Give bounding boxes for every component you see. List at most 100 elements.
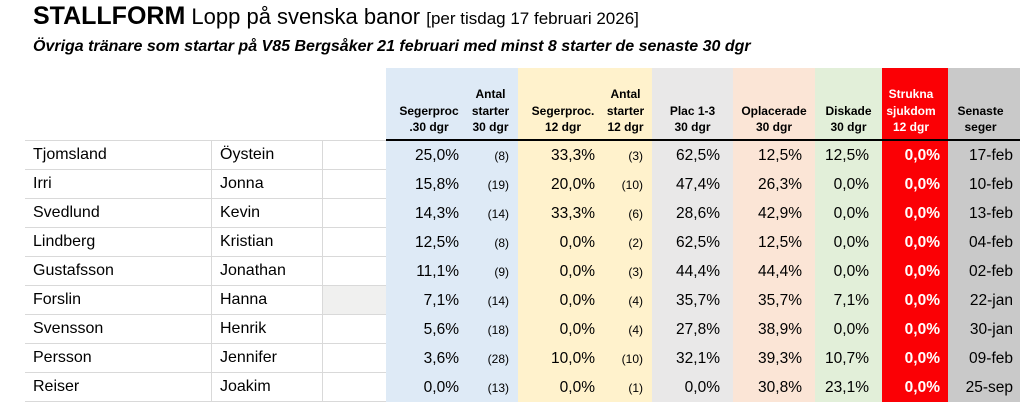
cell-last[interactable]: Gustafsson <box>25 257 212 286</box>
header-spacer[interactable] <box>323 68 386 141</box>
cell-plac[interactable]: 62,5% <box>652 141 733 170</box>
cell-first[interactable]: Jennifer <box>212 344 323 373</box>
cell-spacer[interactable] <box>323 286 386 315</box>
cell-st30[interactable]: (14) <box>472 199 518 228</box>
cell-st12[interactable]: (3) <box>608 257 652 286</box>
cell-plac[interactable]: 27,8% <box>652 315 733 344</box>
header-antal-starter-12dgr[interactable]: Antal starter 12 dgr <box>607 68 652 141</box>
cell-last[interactable]: Forslin <box>25 286 212 315</box>
cell-spacer[interactable] <box>323 141 386 170</box>
cell-opl[interactable]: 38,9% <box>733 315 815 344</box>
cell-seg30[interactable]: 5,6% <box>386 315 472 344</box>
cell-senaste[interactable]: 02-feb <box>948 257 1020 286</box>
cell-struk[interactable]: 0,0% <box>882 141 948 170</box>
cell-last[interactable]: Tjomsland <box>25 141 212 170</box>
cell-disk[interactable]: 23,1% <box>815 373 882 402</box>
cell-spacer[interactable] <box>323 344 386 373</box>
cell-plac[interactable]: 47,4% <box>652 170 733 199</box>
cell-struk[interactable]: 0,0% <box>882 373 948 402</box>
cell-plac[interactable]: 44,4% <box>652 257 733 286</box>
cell-opl[interactable]: 30,8% <box>733 373 815 402</box>
cell-seg30[interactable]: 0,0% <box>386 373 472 402</box>
cell-spacer[interactable] <box>323 373 386 402</box>
cell-seg30[interactable]: 25,0% <box>386 141 472 170</box>
cell-first[interactable]: Kristian <box>212 228 323 257</box>
cell-st12[interactable]: (3) <box>608 141 652 170</box>
cell-seg12[interactable]: 33,3% <box>518 141 608 170</box>
cell-st12[interactable]: (2) <box>608 228 652 257</box>
header-oplacerade-30dgr[interactable]: Oplacerade 30 dgr <box>733 68 815 141</box>
cell-seg12[interactable]: 33,3% <box>518 199 608 228</box>
cell-st12[interactable]: (10) <box>608 344 652 373</box>
cell-disk[interactable]: 0,0% <box>815 315 882 344</box>
cell-opl[interactable]: 42,9% <box>733 199 815 228</box>
cell-plac[interactable]: 28,6% <box>652 199 733 228</box>
header-segerproc-12dgr[interactable]: Segerproc. 12 dgr <box>518 68 608 141</box>
cell-st30[interactable]: (19) <box>472 170 518 199</box>
cell-opl[interactable]: 44,4% <box>733 257 815 286</box>
cell-last[interactable]: Reiser <box>25 373 212 402</box>
cell-seg30[interactable]: 15,8% <box>386 170 472 199</box>
cell-st30[interactable]: (13) <box>472 373 518 402</box>
cell-first[interactable]: Öystein <box>212 141 323 170</box>
cell-st30[interactable]: (28) <box>472 344 518 373</box>
cell-plac[interactable]: 32,1% <box>652 344 733 373</box>
cell-senaste[interactable]: 25-sep <box>948 373 1020 402</box>
cell-seg12[interactable]: 20,0% <box>518 170 608 199</box>
cell-first[interactable]: Henrik <box>212 315 323 344</box>
cell-senaste[interactable]: 17-feb <box>948 141 1020 170</box>
header-strukna-sjukdom-12dgr[interactable]: Strukna sjukdom 12 dgr <box>882 68 948 141</box>
cell-struk[interactable]: 0,0% <box>882 286 948 315</box>
cell-seg30[interactable]: 3,6% <box>386 344 472 373</box>
cell-senaste[interactable]: 09-feb <box>948 344 1020 373</box>
cell-senaste[interactable]: 30-jan <box>948 315 1020 344</box>
header-plac-1-3-30dgr[interactable]: Plac 1-3 30 dgr <box>652 68 733 141</box>
cell-st12[interactable]: (1) <box>608 373 652 402</box>
cell-seg12[interactable]: 10,0% <box>518 344 608 373</box>
cell-disk[interactable]: 0,0% <box>815 257 882 286</box>
cell-st12[interactable]: (4) <box>608 286 652 315</box>
header-lastname[interactable] <box>25 68 212 141</box>
cell-opl[interactable]: 39,3% <box>733 344 815 373</box>
cell-seg30[interactable]: 11,1% <box>386 257 472 286</box>
cell-disk[interactable]: 10,7% <box>815 344 882 373</box>
cell-opl[interactable]: 26,3% <box>733 170 815 199</box>
cell-first[interactable]: Joakim <box>212 373 323 402</box>
cell-spacer[interactable] <box>323 315 386 344</box>
cell-senaste[interactable]: 04-feb <box>948 228 1020 257</box>
cell-opl[interactable]: 12,5% <box>733 141 815 170</box>
cell-first[interactable]: Jonathan <box>212 257 323 286</box>
cell-seg30[interactable]: 14,3% <box>386 199 472 228</box>
cell-disk[interactable]: 0,0% <box>815 228 882 257</box>
cell-seg12[interactable]: 0,0% <box>518 286 608 315</box>
cell-st12[interactable]: (10) <box>608 170 652 199</box>
cell-st30[interactable]: (9) <box>472 257 518 286</box>
cell-seg12[interactable]: 0,0% <box>518 373 608 402</box>
cell-seg30[interactable]: 7,1% <box>386 286 472 315</box>
header-segerproc-30dgr[interactable]: Segerproc .30 dgr <box>386 68 472 141</box>
cell-st30[interactable]: (14) <box>472 286 518 315</box>
cell-st12[interactable]: (6) <box>608 199 652 228</box>
cell-st30[interactable]: (8) <box>472 141 518 170</box>
cell-opl[interactable]: 35,7% <box>733 286 815 315</box>
cell-st12[interactable]: (4) <box>608 315 652 344</box>
cell-first[interactable]: Kevin <box>212 199 323 228</box>
header-diskade-30dgr[interactable]: Diskade 30 dgr <box>815 68 882 141</box>
cell-spacer[interactable] <box>323 257 386 286</box>
cell-seg12[interactable]: 0,0% <box>518 228 608 257</box>
cell-disk[interactable]: 12,5% <box>815 141 882 170</box>
cell-first[interactable]: Hanna <box>212 286 323 315</box>
cell-plac[interactable]: 62,5% <box>652 228 733 257</box>
cell-disk[interactable]: 0,0% <box>815 199 882 228</box>
cell-st30[interactable]: (18) <box>472 315 518 344</box>
cell-senaste[interactable]: 10-feb <box>948 170 1020 199</box>
cell-last[interactable]: Svensson <box>25 315 212 344</box>
cell-last[interactable]: Svedlund <box>25 199 212 228</box>
cell-seg12[interactable]: 0,0% <box>518 257 608 286</box>
header-antal-starter-30dgr[interactable]: Antal starter 30 dgr <box>472 68 518 141</box>
cell-struk[interactable]: 0,0% <box>882 228 948 257</box>
cell-last[interactable]: Persson <box>25 344 212 373</box>
cell-senaste[interactable]: 22-jan <box>948 286 1020 315</box>
cell-struk[interactable]: 0,0% <box>882 199 948 228</box>
header-senaste-seger[interactable]: Senaste seger <box>948 68 1020 141</box>
